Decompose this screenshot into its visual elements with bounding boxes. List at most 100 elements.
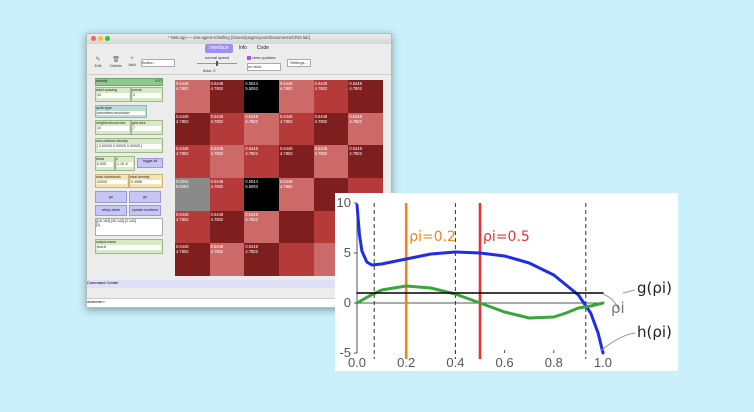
- checkbox-checked-icon[interactable]: [247, 55, 251, 60]
- edit-button[interactable]: ✎ Edit: [91, 56, 105, 68]
- label-spacing-label: label-spacing: [96, 88, 118, 92]
- label-spacing-input[interactable]: label-spacing 10: [95, 87, 131, 102]
- grid-size-input[interactable]: grid-size 7: [131, 120, 163, 135]
- non-uniform-density-input[interactable]: non-uniform-density [ 0.00025 0.00025 0.…: [95, 138, 163, 153]
- output-name-input[interactable]: output-name test-6: [95, 239, 163, 254]
- patch-label: 0.5448: [245, 211, 258, 217]
- patch-label: 4.7802: [210, 249, 224, 255]
- toggle-label-button[interactable]: toggle-lbl: [137, 158, 163, 168]
- precis-value[interactable]: 3: [133, 93, 161, 98]
- add-button[interactable]: + Add: [125, 56, 139, 67]
- tab-code[interactable]: Code: [256, 45, 269, 51]
- lambda-input[interactable]: λ 1.1E-6: [115, 156, 135, 171]
- patch-cell: 0.5448 4.7802: [175, 145, 210, 178]
- view-updates-label: view updates: [252, 55, 276, 60]
- list-output-line-1: [[15 183] [35 143] [2 142]: [96, 219, 136, 223]
- delete-button[interactable]: 🗑 Delete: [107, 56, 125, 68]
- patch-label: 0.5448: [280, 113, 293, 119]
- minimize-window-icon[interactable]: [98, 36, 103, 41]
- non-uniform-density-value[interactable]: [ 0.00025 0.00025 0.00025 ]: [97, 144, 161, 149]
- go-once-button[interactable]: go: [95, 191, 127, 203]
- line-chart: -5 0 5 10 0.0 0.2 0.4 0.6 0.8 1.0 ρi=0.2 ρi=0.5 ρi g(…: [337, 195, 672, 370]
- lambda-value[interactable]: 1.1E-6: [117, 162, 133, 167]
- patch-cell: 0.5448 4.7802: [209, 112, 245, 146]
- total-individuals-value: 43000: [97, 180, 127, 184]
- neighborhood-size-value[interactable]: 10: [97, 126, 129, 131]
- rho-annotation: ρi: [611, 299, 625, 317]
- speed-slider-knob[interactable]: [216, 61, 218, 66]
- observer-command-input[interactable]: observer>: [87, 298, 391, 307]
- quirk-type-value[interactable]: smoothed-resolution: [97, 111, 145, 115]
- patch-label: 4.7802: [280, 118, 293, 124]
- widget-type-value: Button: [142, 60, 154, 65]
- g-annotation: g(ρi): [637, 279, 672, 297]
- patch-cell: 0.5448 4.7802: [313, 145, 349, 178]
- density-slider[interactable]: density 0.07: [95, 78, 163, 86]
- patch-label: 0.5448: [210, 81, 224, 86]
- patch-label: 0.5448: [176, 113, 189, 119]
- widget-type-select[interactable]: Button: [141, 59, 175, 67]
- pencil-icon: ✎: [95, 57, 101, 63]
- theta-value[interactable]: 0.005: [97, 162, 113, 167]
- non-uniform-density-label: non-uniform-density: [96, 139, 128, 143]
- patch-label: 4.7802: [210, 118, 224, 124]
- y-tick-label: -5: [339, 345, 351, 360]
- observer-prompt: observer>: [87, 299, 105, 304]
- output-name-value[interactable]: test-6: [97, 245, 161, 250]
- patch-label: 0.5448: [245, 146, 258, 152]
- patch-cell: 0.5448 4.7802: [348, 112, 383, 146]
- list-output-area[interactable]: [[15 183] [35 143] [2 142] [1]: [95, 218, 163, 236]
- patch-label: 0.5448: [245, 113, 258, 119]
- patch-label: 0.5448: [176, 146, 189, 152]
- patch-label: 4.7802: [314, 118, 328, 124]
- tab-info[interactable]: Info: [238, 45, 247, 51]
- settings-button[interactable]: Settings...: [287, 59, 311, 67]
- speed-slider[interactable]: [197, 61, 237, 66]
- close-window-icon[interactable]: [91, 36, 96, 41]
- output-name-label: output-name: [96, 240, 117, 244]
- theta-input[interactable]: theta 0.005: [95, 156, 115, 171]
- patch-label: 4.7802: [210, 184, 224, 189]
- quirk-type-chooser[interactable]: quirk-type smoothed-resolution: [95, 105, 147, 118]
- update-mode-value: on ticks: [248, 64, 262, 69]
- patch-label: 0.5448: [349, 113, 362, 119]
- patch-label: 0.5448: [210, 179, 224, 184]
- patch-label: 4.7802: [245, 249, 258, 255]
- patch-label: 4.7802: [314, 86, 328, 91]
- update-mode-select[interactable]: on ticks: [247, 63, 281, 71]
- patch-label: 4.7802: [314, 151, 328, 157]
- patch-label: 4.7802: [176, 86, 189, 91]
- patch-cell: 0.5448 4.7802: [209, 243, 245, 276]
- patch-cell: 0.5448 4.7802: [313, 80, 349, 113]
- command-center-header[interactable]: Command Center: [87, 280, 391, 288]
- delete-label: Delete: [110, 63, 122, 68]
- patch-label: 4.7802: [245, 151, 258, 157]
- patch-cell: 0.5448 4.7802: [209, 145, 245, 178]
- patch-cell: 0.5448 4.7802: [209, 80, 245, 113]
- zoom-window-icon[interactable]: [105, 36, 110, 41]
- grid-size-value[interactable]: 7: [133, 126, 161, 131]
- tick-counter: ticks: 0: [203, 68, 216, 73]
- speed-control[interactable]: normal speed: [197, 55, 237, 66]
- patch-cell: 0.5448 4.7802: [244, 210, 279, 244]
- patch-label: 4.7802: [176, 151, 189, 157]
- go-forever-button[interactable]: go: [129, 191, 161, 203]
- total-individuals-label: total-individuals: [96, 175, 121, 179]
- update-numbers-button[interactable]: update-numbers: [129, 205, 161, 216]
- tab-interface[interactable]: Interface: [205, 44, 233, 53]
- speed-label: normal speed: [204, 55, 230, 60]
- y-tick-label: 10: [337, 195, 351, 210]
- patch-cell: 0.5448 4.7802: [348, 80, 383, 113]
- label-spacing-value[interactable]: 10: [97, 93, 129, 98]
- setup-clean-button[interactable]: setup-clean: [95, 205, 127, 216]
- patch-cell: 0.5448 4.7802: [175, 243, 210, 276]
- toggle-label-text: toggle-lbl: [142, 159, 158, 163]
- neighborhood-size-input[interactable]: neighborhood-size 10: [95, 120, 131, 135]
- lambda-label: λ: [116, 157, 118, 161]
- patch-cell: 0.5448 4.7802: [244, 145, 279, 178]
- patch-label: 0.5448: [349, 146, 362, 152]
- patch-label: 0.0044: [245, 179, 258, 184]
- patch-cell: 0.5448 4.7802: [279, 145, 314, 178]
- view-updates-toggle[interactable]: view updates: [247, 55, 275, 60]
- precis-input[interactable]: precis 3: [131, 87, 163, 102]
